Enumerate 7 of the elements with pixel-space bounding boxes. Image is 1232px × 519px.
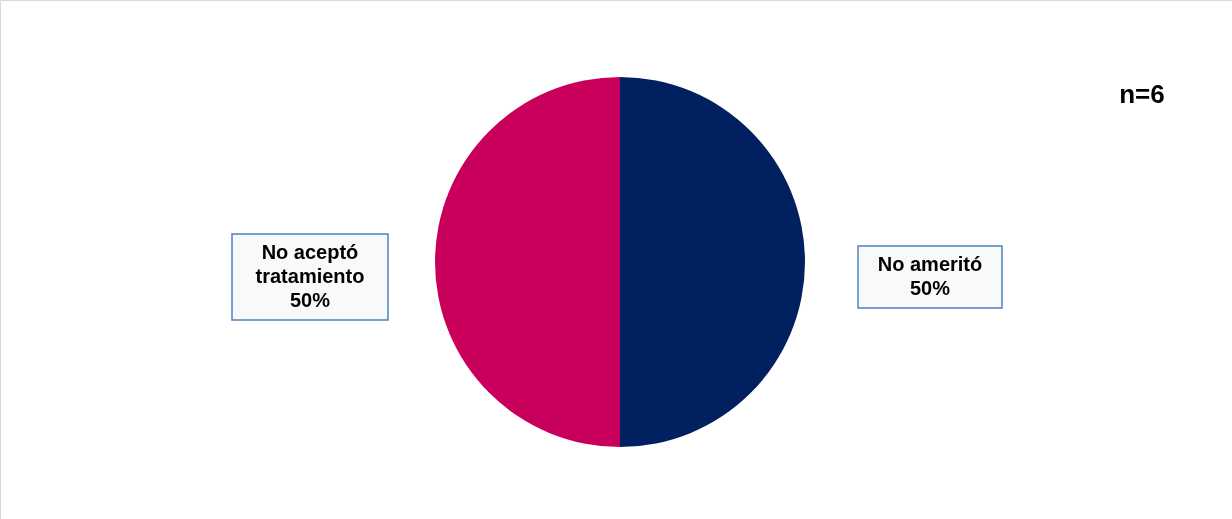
data-label: 50%: [289, 289, 331, 311]
text: n=6: [1119, 79, 1165, 109]
slice-label: No aceptó tratamiento: [255, 241, 365, 287]
pie-slice: [620, 77, 805, 447]
data-label: 50%: [909, 277, 951, 299]
pie-slice: [435, 77, 620, 447]
slice-label: No ameritó: [877, 253, 983, 275]
